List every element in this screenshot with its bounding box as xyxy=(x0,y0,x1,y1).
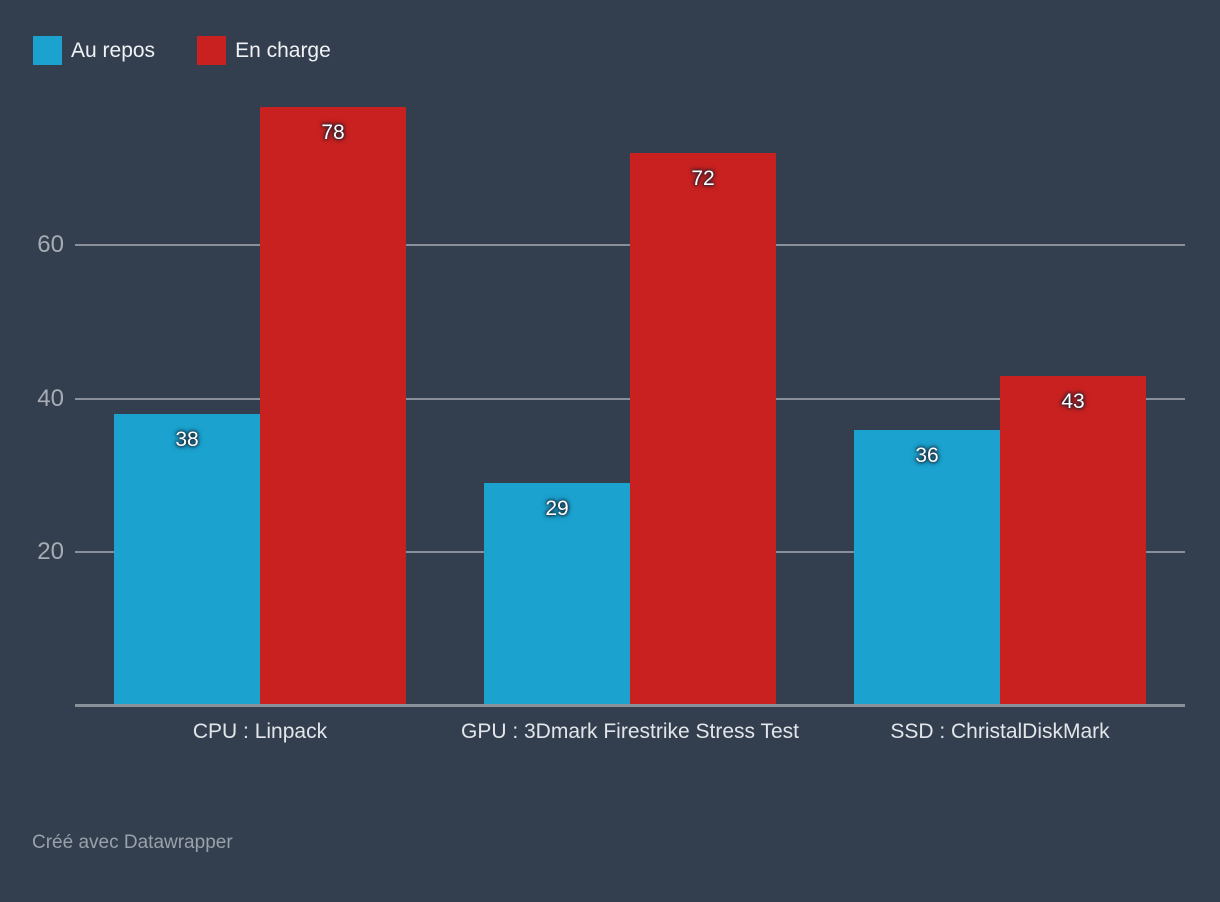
bar-value-label: 43 xyxy=(1061,390,1085,413)
legend-label: En charge xyxy=(235,39,331,62)
bar-en-charge-gpu-:-3dmark-firestrike-stress-test xyxy=(630,153,776,706)
legend-item-au-repos: Au repos xyxy=(33,36,155,65)
y-tick-label-60: 60 xyxy=(37,231,64,259)
x-axis-line xyxy=(75,704,1185,707)
bar-au-repos-gpu-:-3dmark-firestrike-stress-test xyxy=(484,483,630,706)
y-tick-label-40: 40 xyxy=(37,384,64,412)
bar-en-charge-ssd-:-christaldiskmark xyxy=(1000,376,1146,706)
bar-value-label: 38 xyxy=(175,428,199,451)
bar-value-label: 78 xyxy=(321,121,345,144)
category-label-cpu-:-linpack: CPU : Linpack xyxy=(192,720,328,743)
bar-en-charge-cpu-:-linpack xyxy=(260,107,406,706)
legend-item-en-charge: En charge xyxy=(197,36,331,65)
category-label-ssd-:-christaldiskmark: SSD : ChristalDiskMark xyxy=(890,720,1110,743)
bar-value-label: 36 xyxy=(915,444,939,467)
category-label-gpu-:-3dmark-firestrike-stress-test: GPU : 3Dmark Firestrike Stress Test xyxy=(460,720,799,743)
legend-swatch-icon xyxy=(197,36,227,65)
legend-label: Au repos xyxy=(71,39,156,62)
bar-value-label: 29 xyxy=(545,497,569,520)
bar-au-repos-cpu-:-linpack xyxy=(114,414,260,706)
legend-swatch-icon xyxy=(33,36,62,65)
bar-au-repos-ssd-:-christaldiskmark xyxy=(854,430,1000,706)
bar-value-label: 72 xyxy=(691,167,715,190)
legend: Au repos En charge xyxy=(33,36,331,65)
y-tick-label-20: 20 xyxy=(37,538,64,566)
attribution-link[interactable]: Créé avec Datawrapper xyxy=(32,832,233,853)
